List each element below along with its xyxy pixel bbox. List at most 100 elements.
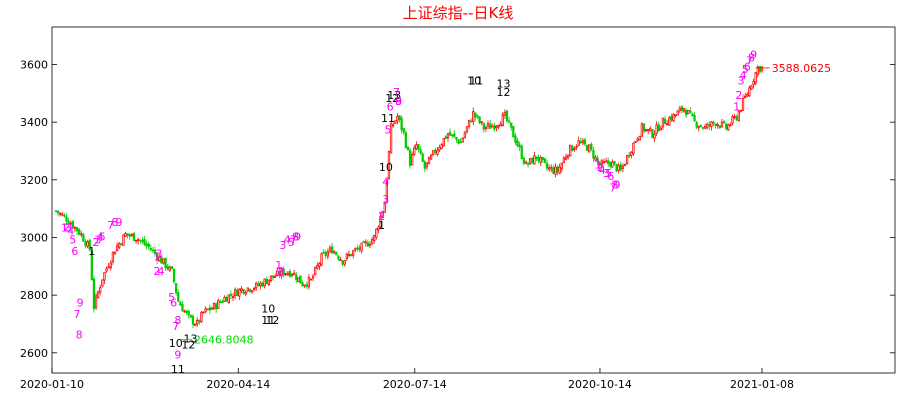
y-tick-label-5: 3600	[20, 58, 48, 71]
candle-body	[286, 272, 289, 276]
candle-body	[657, 124, 660, 132]
signal-label-3: 4	[67, 225, 74, 238]
candle-body	[223, 296, 226, 302]
candle-body	[630, 151, 633, 156]
signal-label-70: 4	[740, 69, 747, 82]
candle-body	[543, 158, 547, 163]
candle-body	[600, 160, 603, 166]
candle-body	[229, 293, 233, 296]
candle-body	[444, 136, 448, 139]
signal-label-30: 10	[261, 302, 275, 315]
signal-label-51: 7	[393, 86, 400, 99]
x-tick-label-2: 2020-07-14	[383, 378, 447, 391]
candle-body	[111, 252, 115, 262]
candle-body	[533, 155, 536, 165]
candle-body	[682, 107, 686, 112]
candle-body	[491, 125, 494, 128]
candle-body	[670, 116, 673, 121]
candle-body	[617, 164, 620, 171]
candle-body	[659, 127, 662, 131]
candle-body	[392, 124, 395, 127]
candle-body	[94, 295, 98, 308]
candle-body	[695, 121, 698, 128]
candle-body	[472, 111, 475, 122]
candle-body	[625, 155, 629, 164]
candle-body	[240, 288, 243, 291]
candle-body	[727, 124, 730, 131]
signal-label-40: 9	[294, 230, 301, 243]
candle-body	[482, 123, 485, 130]
candle-body	[611, 161, 614, 168]
signal-label-37: 5	[288, 236, 295, 249]
signal-label-28: 12	[181, 338, 195, 351]
candle-body	[80, 233, 83, 236]
candle-body	[375, 228, 378, 238]
signal-label-2: 3	[65, 222, 72, 235]
candle-body	[143, 239, 146, 245]
candle-body	[105, 268, 108, 272]
candle-body	[480, 121, 483, 124]
signal-label-49: 12	[385, 92, 399, 105]
plot-frame	[51, 26, 896, 374]
candle-body	[362, 241, 365, 243]
candle-body	[465, 126, 469, 132]
candle-body	[750, 85, 753, 90]
candle-body	[149, 248, 152, 250]
candle-body	[453, 133, 456, 137]
candle-body	[101, 279, 104, 287]
candle-body	[246, 287, 249, 292]
y-tick-label-1: 2800	[20, 289, 48, 302]
signal-label-25: 9	[174, 349, 181, 362]
x-axis: 2020-01-10 2020-04-14 2020-07-14 2020-10-14…	[20, 368, 794, 391]
candle-body	[499, 123, 502, 127]
candle-body	[655, 124, 658, 134]
candle-body	[303, 284, 306, 287]
candle-body	[512, 125, 515, 138]
signal-label-33: 1	[275, 259, 282, 272]
candle-body	[75, 227, 79, 232]
candle-body	[733, 115, 736, 118]
signal-label-60: 4	[599, 164, 606, 177]
candle-body	[720, 121, 724, 128]
candle-body	[113, 251, 117, 255]
x-tick-label-1: 2020-04-14	[206, 378, 270, 391]
candle-body	[56, 210, 60, 214]
candle-body	[459, 141, 462, 144]
candle-body	[531, 157, 534, 164]
candle-body	[297, 277, 300, 282]
candle-body	[78, 229, 81, 235]
candle-body	[92, 278, 96, 310]
candle-body	[592, 149, 595, 159]
candle-body	[714, 123, 717, 127]
candle-body	[708, 124, 711, 127]
candle-body	[712, 121, 715, 124]
signal-label-66: 9	[614, 178, 621, 191]
candle-body	[364, 241, 367, 244]
candle-body	[661, 117, 665, 128]
candle-body	[623, 164, 627, 167]
candle-body	[548, 167, 551, 170]
signal-label-18: 2	[153, 265, 160, 278]
candle-body	[752, 80, 755, 86]
candle-body	[284, 273, 287, 275]
signal-label-21: 5	[168, 291, 175, 304]
candle-body	[343, 259, 346, 265]
candle-body	[183, 310, 186, 313]
signal-label-4: 5	[69, 233, 76, 246]
candle-body	[649, 128, 652, 132]
candle-body	[455, 137, 458, 140]
candle-body	[204, 308, 207, 312]
candle-body	[170, 266, 174, 270]
candle-body	[467, 119, 471, 127]
signal-label-48: 6	[387, 101, 394, 114]
signal-label-42: 2	[378, 210, 385, 223]
candle-body	[556, 166, 559, 173]
candle-body	[760, 66, 764, 71]
signal-labels: 1234567891234578912345678910111213101112…	[61, 49, 757, 376]
candle-body	[710, 121, 713, 127]
candle-body	[198, 319, 201, 323]
candle-body	[225, 296, 228, 302]
candle-body	[741, 98, 745, 111]
candle-body	[318, 262, 321, 267]
candle-body	[65, 216, 68, 222]
